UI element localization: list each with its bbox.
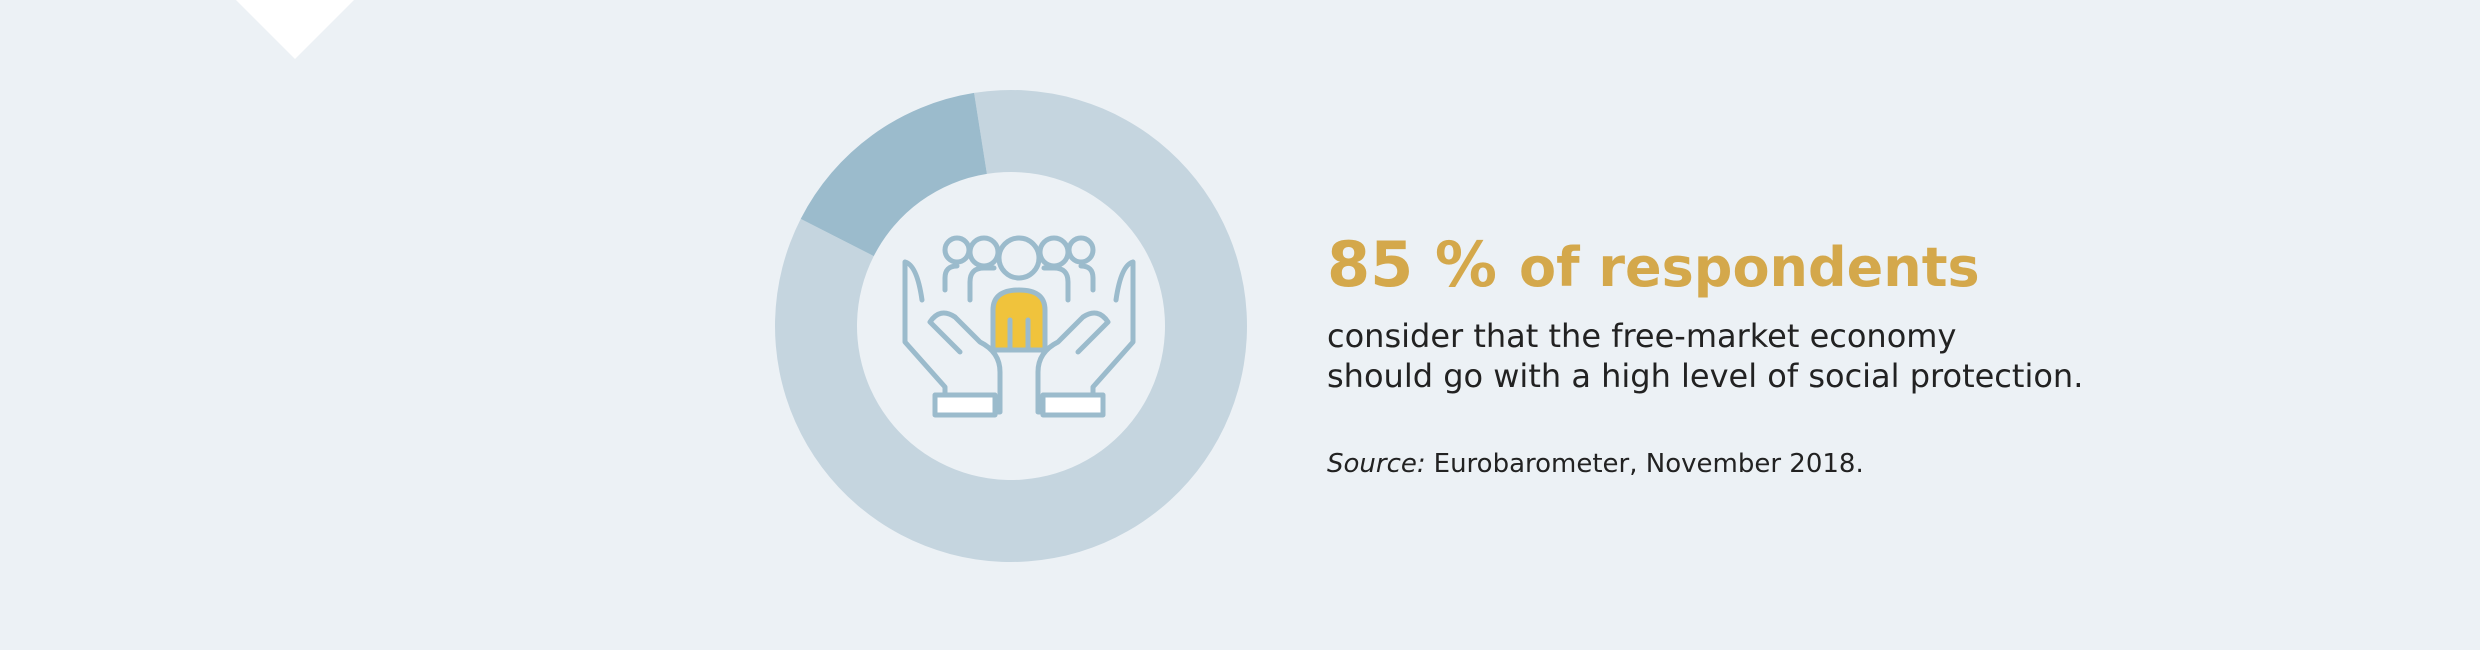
donut [774,90,1248,563]
icon [902,235,1136,418]
body-line: consider that the free-market economy [1327,317,1956,355]
source: Source: Eurobarometer, November 2018. [1327,449,1864,479]
headline: 85 % of respondents [1327,228,1980,301]
donut-segment [800,92,987,257]
body-line: should go with a high level of social pr… [1327,357,2083,395]
donut-segment [774,90,1248,563]
chevron [236,0,354,59]
headline-value: 85 % [1327,228,1497,301]
source-text: Eurobarometer, November 2018. [1434,449,1864,479]
headline-text: of respondents [1519,236,1980,299]
source-label: Source: [1327,449,1426,479]
